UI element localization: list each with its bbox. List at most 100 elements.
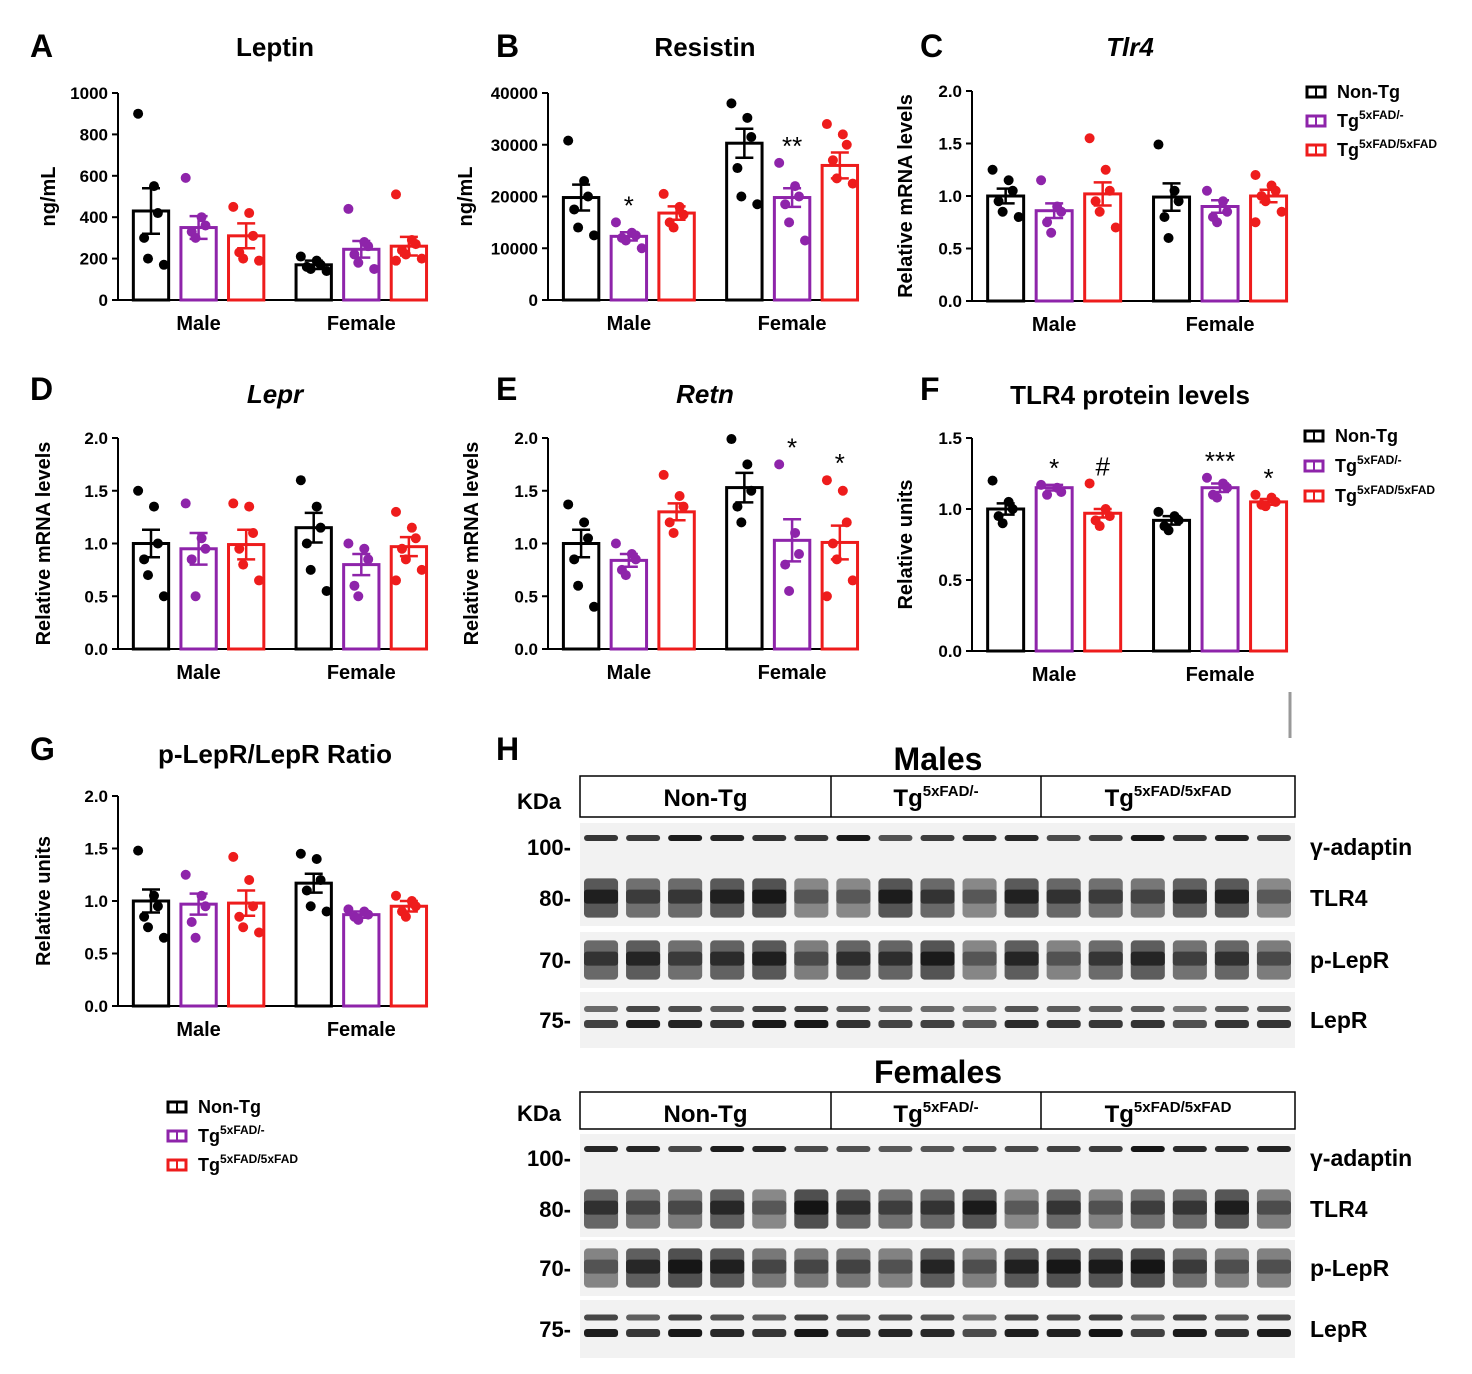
data-point <box>190 232 201 243</box>
data-point <box>196 533 207 544</box>
data-point <box>353 257 364 268</box>
data-point <box>321 585 332 596</box>
data-point <box>630 554 641 565</box>
band <box>710 889 745 904</box>
y-tick-label: 0 <box>99 291 108 310</box>
bar <box>725 141 764 302</box>
data-point <box>315 875 326 885</box>
data-point <box>133 108 144 119</box>
band <box>920 1006 955 1012</box>
significance-marker: *** <box>1205 446 1235 476</box>
band <box>794 1329 829 1337</box>
y-tick-label: 0.0 <box>514 640 538 659</box>
band <box>962 1006 997 1012</box>
bar <box>1152 195 1192 303</box>
y-axis-label: Relative mRNA levels <box>33 442 55 646</box>
data-point <box>149 181 160 192</box>
band <box>1130 1314 1165 1321</box>
bar <box>561 542 601 651</box>
band <box>584 951 619 966</box>
y-tick-label: 2.0 <box>84 787 108 806</box>
data-point <box>987 164 998 175</box>
band <box>752 1314 787 1321</box>
data-point <box>254 255 265 266</box>
band <box>626 1020 661 1028</box>
data-point <box>1104 185 1115 196</box>
data-point <box>248 901 259 912</box>
band <box>1130 1329 1165 1337</box>
data-point <box>321 266 332 277</box>
category-label: Female <box>758 313 827 335</box>
y-tick-label: 400 <box>80 208 108 227</box>
band <box>668 1020 703 1028</box>
band <box>1256 1259 1291 1274</box>
significance-marker: # <box>1095 451 1110 481</box>
data-point <box>343 203 354 214</box>
band <box>1046 1259 1081 1274</box>
significance-marker: * <box>624 190 634 220</box>
band <box>626 1146 661 1152</box>
band <box>1046 1200 1081 1215</box>
band <box>626 835 661 841</box>
bar <box>342 563 381 651</box>
band <box>1256 889 1291 904</box>
data-point <box>752 199 763 210</box>
legend-label: Tg5xFAD/- <box>1335 453 1402 476</box>
y-tick-label: 2.0 <box>514 429 538 448</box>
data-point <box>847 178 858 189</box>
kda-marker: 70- <box>539 1256 571 1281</box>
chart-title: Resistin <box>654 32 755 62</box>
band <box>878 1329 913 1337</box>
data-point <box>726 98 737 109</box>
data-point <box>359 543 370 554</box>
band <box>1214 1314 1249 1321</box>
legend-label: Tg5xFAD/5xFAD <box>198 1152 298 1175</box>
band <box>752 1020 787 1028</box>
band <box>920 1259 955 1274</box>
panel-e: E Retn 0.0 0.5 1.0 1.5 2.0 Relative mRNA levels… <box>461 371 860 684</box>
protein-label: p-LepR <box>1310 1255 1390 1281</box>
data-point <box>311 854 322 864</box>
band <box>668 835 703 841</box>
data-point <box>390 890 401 901</box>
band <box>584 1006 619 1012</box>
data-point <box>349 249 360 260</box>
band <box>668 1259 703 1274</box>
data-point <box>254 575 265 586</box>
band <box>878 1006 913 1012</box>
bar <box>772 196 812 302</box>
data-point <box>343 904 354 915</box>
data-point <box>997 206 1008 217</box>
band <box>836 835 871 841</box>
data-point <box>400 249 411 260</box>
band <box>1088 1200 1123 1215</box>
data-point <box>1090 196 1101 207</box>
data-point <box>139 554 150 565</box>
band <box>668 951 703 966</box>
band <box>1172 951 1207 966</box>
band <box>962 835 997 841</box>
significance-marker: * <box>1049 453 1059 483</box>
data-point <box>1222 482 1233 493</box>
band <box>710 951 745 966</box>
kda-marker: 75- <box>539 1317 571 1342</box>
group-label: Tg5xFAD/5xFAD <box>1105 1099 1232 1128</box>
chart-title: Retn <box>676 379 734 409</box>
data-point <box>390 506 401 517</box>
data-point <box>143 922 154 933</box>
kda-label: KDa <box>517 1101 562 1126</box>
y-tick-label: 0.5 <box>938 240 962 259</box>
group-label: Tg5xFAD/5xFAD <box>1105 783 1232 812</box>
band <box>920 1329 955 1337</box>
band <box>1172 1146 1207 1152</box>
band <box>1256 951 1291 966</box>
panel-letter: B <box>496 28 519 64</box>
data-point <box>668 527 679 538</box>
data-point <box>1218 196 1229 207</box>
group-label: Tg5xFAD/- <box>893 783 978 812</box>
band <box>584 1314 619 1321</box>
band <box>1130 889 1165 904</box>
data-point <box>837 129 848 140</box>
y-tick-label: 1.5 <box>938 135 962 154</box>
band <box>752 1200 787 1215</box>
